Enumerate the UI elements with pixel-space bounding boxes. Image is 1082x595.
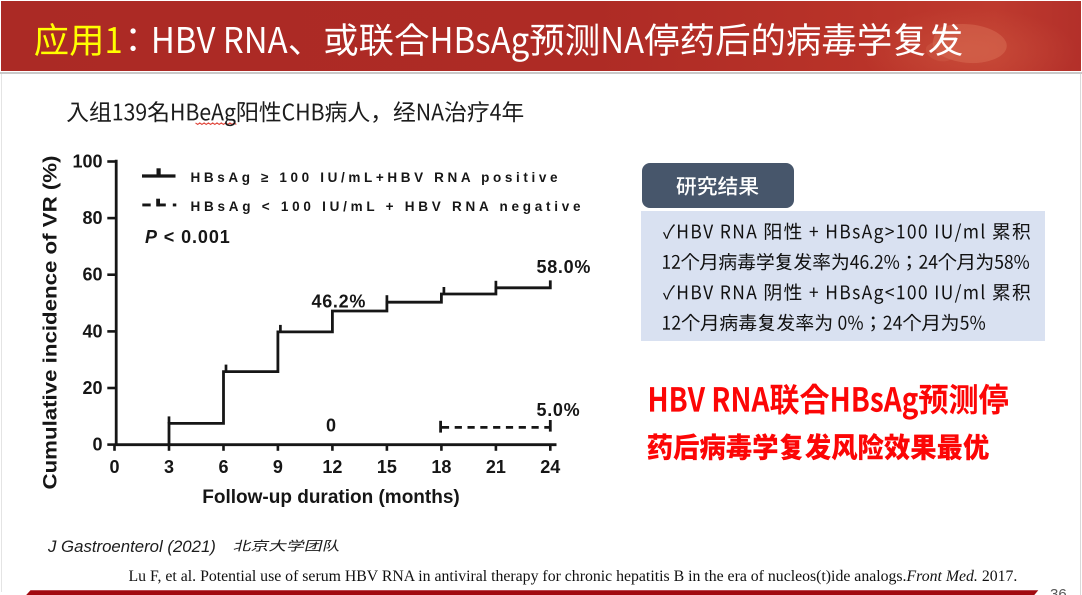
svg-text:0: 0 — [326, 415, 336, 435]
svg-text:P < 0.001: P < 0.001 — [145, 227, 231, 247]
svg-text:21: 21 — [486, 457, 506, 477]
svg-text:20: 20 — [82, 378, 102, 398]
svg-text:60: 60 — [82, 265, 102, 285]
svg-text:Cumulative incidence of VR (%): Cumulative incidence of VR (%) — [39, 156, 61, 490]
svg-text:6: 6 — [218, 457, 228, 477]
svg-text:HBsAg < 100 IU/mL + HBV RNA ne: HBsAg < 100 IU/mL + HBV RNA negative — [191, 199, 581, 214]
svg-text:5.0%: 5.0% — [537, 400, 581, 420]
svg-text:12: 12 — [322, 457, 342, 477]
svg-text:40: 40 — [82, 321, 102, 341]
svg-text:46.2%: 46.2% — [312, 292, 367, 312]
svg-text:24: 24 — [540, 457, 560, 477]
svg-text:100: 100 — [72, 152, 102, 172]
svg-text:58.0%: 58.0% — [537, 257, 592, 277]
svg-text:9: 9 — [273, 457, 283, 477]
svg-text:3: 3 — [164, 457, 174, 477]
svg-text:Follow-up duration (months): Follow-up duration (months) — [202, 487, 460, 508]
svg-text:80: 80 — [82, 208, 102, 228]
svg-text:HBsAg ≥ 100 IU/mL+HBV RNA posi: HBsAg ≥ 100 IU/mL+HBV RNA positive — [191, 170, 558, 185]
svg-text:15: 15 — [377, 457, 397, 477]
svg-text:0: 0 — [109, 457, 119, 477]
svg-text:18: 18 — [431, 457, 451, 477]
svg-text:0: 0 — [92, 435, 102, 455]
